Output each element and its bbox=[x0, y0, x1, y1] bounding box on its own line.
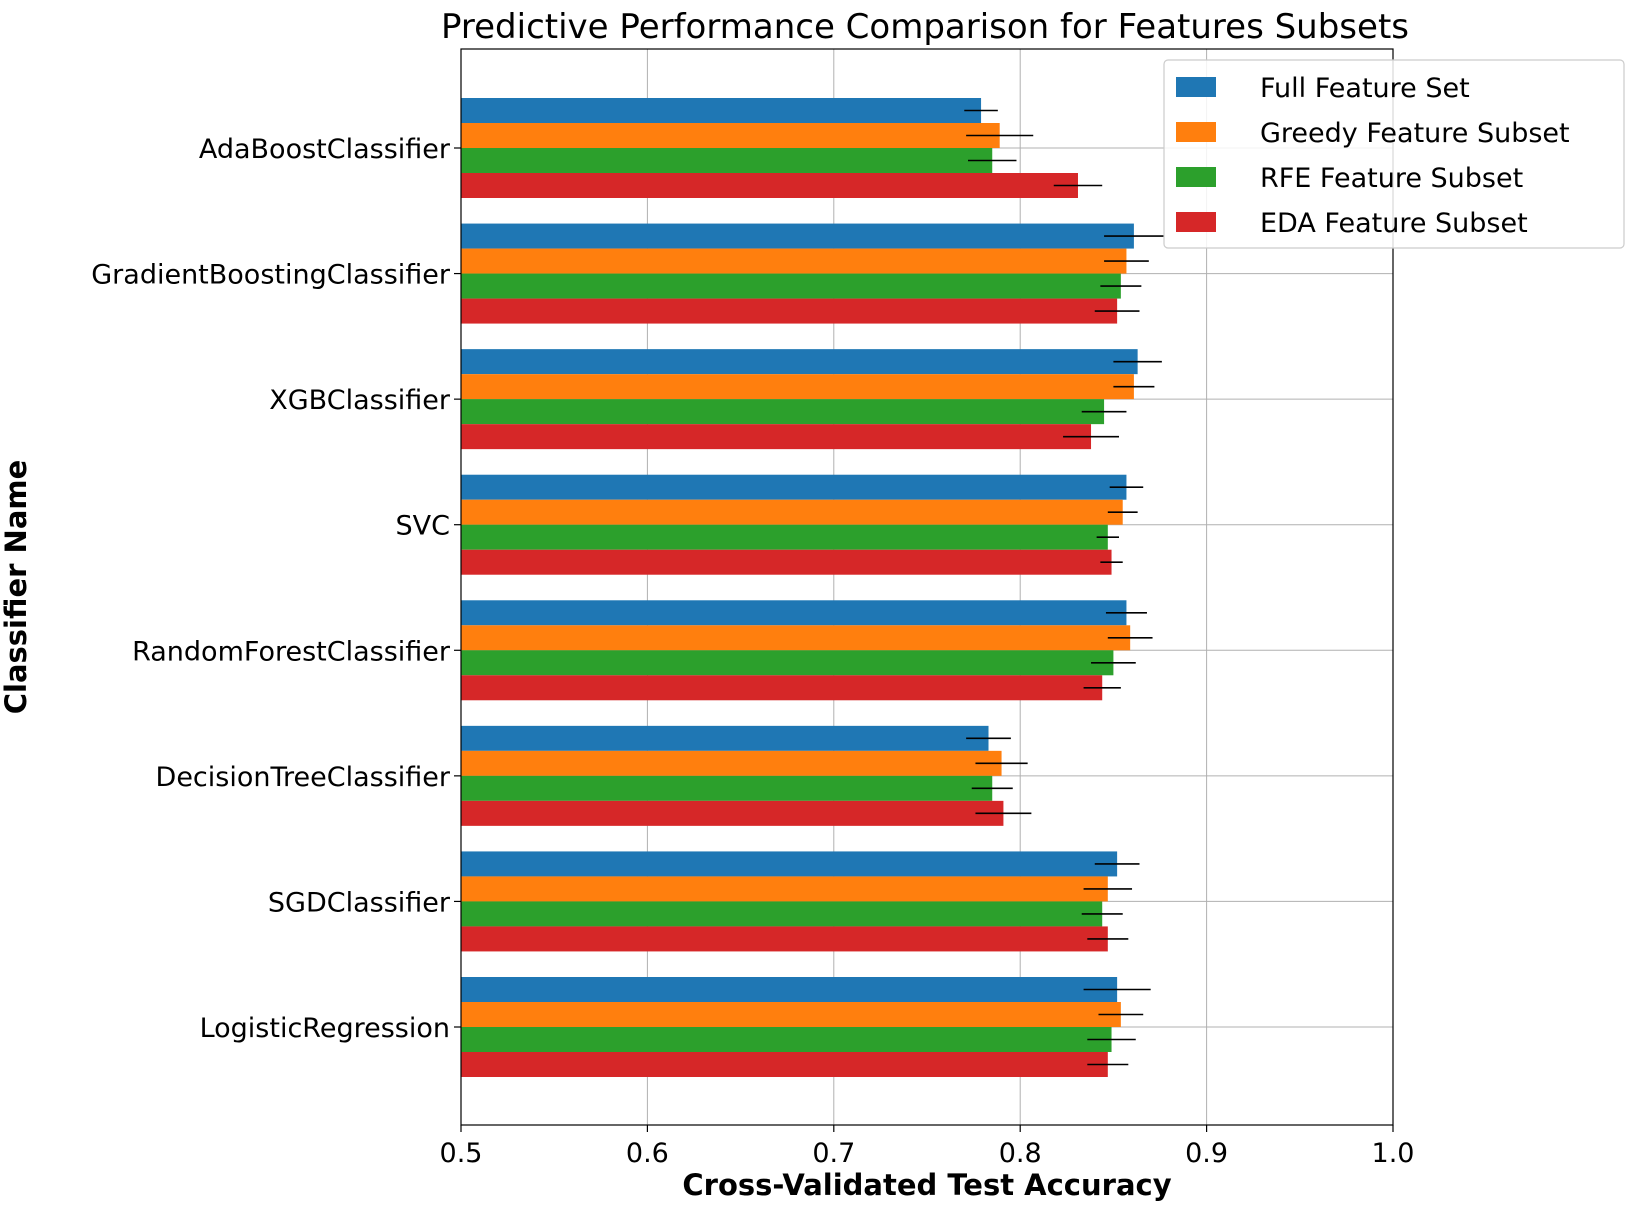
legend-label: Greedy Feature Subset bbox=[1260, 118, 1570, 149]
legend-frame bbox=[1163, 59, 1625, 249]
bar bbox=[461, 223, 1134, 249]
bar bbox=[461, 775, 993, 801]
bar bbox=[461, 1052, 1108, 1077]
bar bbox=[461, 800, 1004, 826]
bar bbox=[461, 625, 1131, 651]
bar bbox=[461, 1002, 1121, 1027]
plot-frame bbox=[460, 48, 1394, 1126]
error-bars bbox=[964, 109, 1164, 1066]
y-axis-label: Classifier Name bbox=[0, 460, 33, 715]
bar bbox=[461, 349, 1138, 375]
y-tick-label: AdaBoostClassifier bbox=[199, 134, 451, 165]
bar bbox=[461, 524, 1108, 550]
x-tick-label: 0.8 bbox=[999, 1138, 1042, 1169]
bar bbox=[461, 750, 1002, 776]
x-tick-label: 1.0 bbox=[1372, 1138, 1415, 1169]
legend: Full Feature Set Greedy Feature Subset RFE… bbox=[1163, 59, 1625, 249]
bar bbox=[461, 675, 1103, 701]
bars bbox=[461, 98, 1138, 1077]
bar bbox=[461, 926, 1108, 952]
bar bbox=[461, 851, 1118, 877]
legend-swatch bbox=[1176, 122, 1216, 142]
bar bbox=[461, 725, 989, 751]
bar bbox=[461, 600, 1127, 626]
y-tick-label: SGDClassifier bbox=[268, 887, 451, 918]
legend-swatch bbox=[1176, 167, 1216, 187]
bar bbox=[461, 977, 1118, 1002]
bar bbox=[461, 298, 1118, 324]
y-tick-label: XGBClassifier bbox=[269, 385, 451, 416]
bar bbox=[461, 123, 1000, 148]
legend-swatch bbox=[1176, 77, 1216, 97]
bar bbox=[461, 549, 1112, 575]
bar bbox=[461, 424, 1092, 450]
bar bbox=[461, 474, 1127, 500]
bar bbox=[461, 399, 1105, 425]
bar bbox=[461, 901, 1103, 927]
y-tick-label: LogisticRegression bbox=[200, 1013, 450, 1044]
x-tick-label: 0.6 bbox=[626, 1138, 669, 1169]
bar bbox=[461, 273, 1121, 299]
y-tick-label: GradientBoostingClassifier bbox=[91, 260, 451, 291]
bar bbox=[461, 1027, 1112, 1052]
x-tick-label: 0.5 bbox=[440, 1138, 483, 1169]
legend-label: Full Feature Set bbox=[1260, 73, 1470, 104]
bar bbox=[461, 650, 1114, 676]
x-tick-label: 0.9 bbox=[1185, 1138, 1228, 1169]
bar bbox=[461, 499, 1123, 525]
bar bbox=[461, 173, 1078, 198]
bar bbox=[461, 374, 1134, 400]
y-tick-label: RandomForestClassifier bbox=[132, 636, 451, 667]
bar bbox=[461, 248, 1127, 274]
y-tick-label: DecisionTreeClassifier bbox=[156, 762, 451, 793]
x-axis-ticks: 0.5 0.6 0.7 0.8 0.9 1.0 bbox=[440, 1125, 1415, 1169]
y-axis-ticks: LogisticRegression SGDClassifier DecisionT… bbox=[91, 134, 461, 1044]
y-tick-label: SVC bbox=[396, 511, 450, 542]
legend-label: RFE Feature Subset bbox=[1260, 163, 1523, 194]
legend-label: EDA Feature Subset bbox=[1260, 208, 1528, 239]
legend-swatch bbox=[1176, 212, 1216, 232]
bar bbox=[461, 98, 982, 123]
x-axis-label: Cross-Validated Test Accuracy bbox=[682, 1168, 1171, 1202]
bar bbox=[461, 148, 993, 173]
bar bbox=[461, 876, 1108, 902]
chart-title: Predictive Performance Comparison for Fe… bbox=[441, 7, 1409, 47]
x-tick-label: 0.7 bbox=[812, 1138, 855, 1169]
